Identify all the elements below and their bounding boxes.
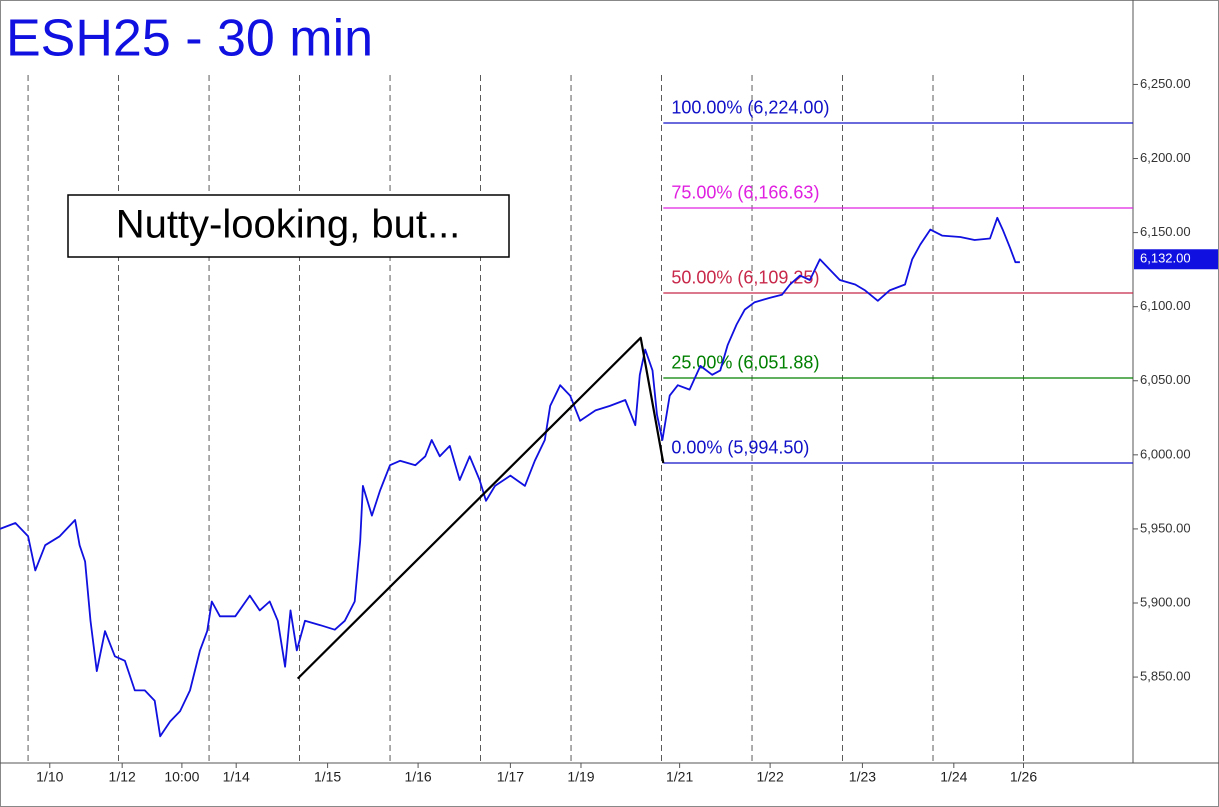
x-tick-label: 1/24	[940, 769, 967, 785]
x-tick-label: 1/14	[223, 769, 250, 785]
x-tick-label: 1/10	[36, 769, 63, 785]
fib-label: 100.00% (6,224.00)	[671, 98, 829, 118]
last-price-tag	[1134, 249, 1218, 270]
fib-label: 50.00% (6,109.25)	[671, 268, 819, 288]
annotation-box	[67, 194, 510, 258]
y-tick-label: 6,100.00	[1140, 298, 1191, 313]
y-tick-label: 6,250.00	[1140, 76, 1191, 91]
y-tick-label: 6,150.00	[1140, 224, 1191, 239]
x-tick-label: 1/12	[109, 769, 136, 785]
pattern-line	[296, 336, 665, 680]
y-tick-label: 5,850.00	[1140, 669, 1191, 684]
last-price-label: 6,132.00	[1140, 251, 1191, 266]
price-line	[0, 216, 1020, 738]
fib-label: 0.00% (5,994.50)	[671, 438, 809, 458]
chart-title: ESH25 - 30 min	[6, 10, 373, 68]
x-tick-label: 10:00	[164, 769, 199, 785]
x-tick-label: 1/22	[756, 769, 783, 785]
x-tick-label: 1/21	[666, 769, 693, 785]
fib-label: 25.00% (6,051.88)	[671, 353, 819, 373]
y-tick-label: 6,200.00	[1140, 150, 1191, 165]
x-tick-label: 1/23	[849, 769, 876, 785]
fib-label: 75.00% (6,166.63)	[671, 183, 819, 203]
x-tick-label: 1/19	[567, 769, 594, 785]
x-tick-label: 1/15	[314, 769, 341, 785]
y-tick-label: 6,000.00	[1140, 446, 1191, 461]
y-tick-label: 5,900.00	[1140, 594, 1191, 609]
y-tick-label: 6,050.00	[1140, 372, 1191, 387]
annotation: Nutty-looking, but...	[116, 203, 461, 247]
x-tick-label: 1/16	[404, 769, 431, 785]
y-tick-label: 5,950.00	[1140, 520, 1191, 535]
x-tick-label: 1/26	[1010, 769, 1037, 785]
x-tick-label: 1/17	[497, 769, 524, 785]
